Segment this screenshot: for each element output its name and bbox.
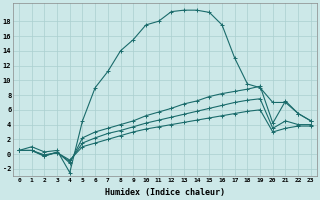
X-axis label: Humidex (Indice chaleur): Humidex (Indice chaleur) — [105, 188, 225, 197]
